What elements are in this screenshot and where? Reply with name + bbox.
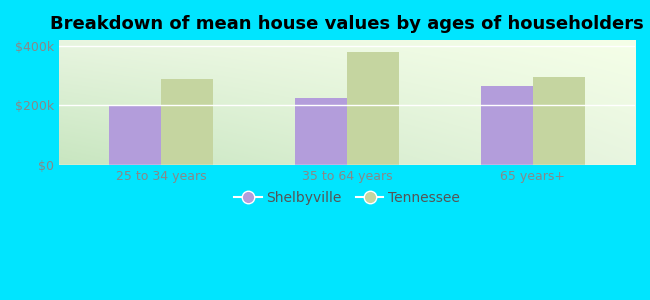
Title: Breakdown of mean house values by ages of householders: Breakdown of mean house values by ages o… <box>50 15 644 33</box>
Bar <box>347 52 399 165</box>
Bar <box>481 86 533 165</box>
Bar <box>109 106 161 165</box>
Bar <box>161 79 213 165</box>
Legend: Shelbyville, Tennessee: Shelbyville, Tennessee <box>229 185 465 210</box>
Bar <box>533 77 585 165</box>
Bar <box>295 98 347 165</box>
